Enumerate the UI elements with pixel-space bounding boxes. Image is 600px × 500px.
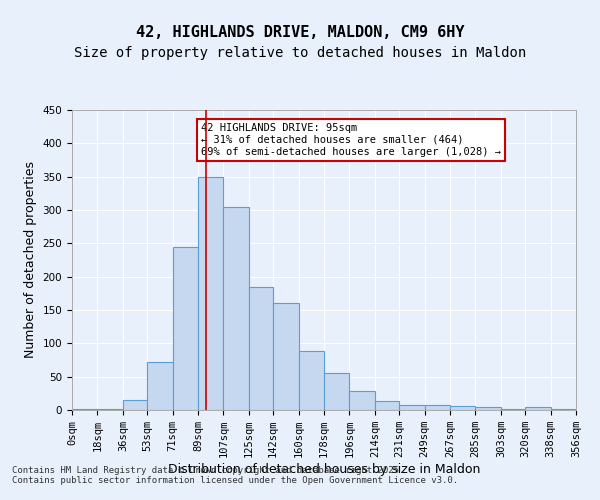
Bar bbox=[123, 400, 147, 410]
Bar bbox=[173, 246, 198, 410]
Y-axis label: Number of detached properties: Number of detached properties bbox=[24, 162, 37, 358]
Bar bbox=[97, 408, 123, 410]
Bar bbox=[223, 206, 249, 410]
Bar bbox=[147, 362, 173, 410]
Bar bbox=[324, 374, 349, 410]
Bar bbox=[249, 286, 273, 410]
Text: Size of property relative to detached houses in Maldon: Size of property relative to detached ho… bbox=[74, 46, 526, 60]
X-axis label: Distribution of detached houses by size in Maldon: Distribution of detached houses by size … bbox=[168, 463, 480, 476]
Bar bbox=[198, 176, 223, 410]
Bar bbox=[450, 406, 475, 410]
Bar bbox=[375, 400, 399, 410]
Text: 42, HIGHLANDS DRIVE, MALDON, CM9 6HY: 42, HIGHLANDS DRIVE, MALDON, CM9 6HY bbox=[136, 25, 464, 40]
Bar bbox=[399, 406, 425, 410]
Bar bbox=[299, 352, 324, 410]
Bar bbox=[525, 408, 551, 410]
Bar bbox=[475, 408, 501, 410]
Text: Contains HM Land Registry data © Crown copyright and database right 2025.
Contai: Contains HM Land Registry data © Crown c… bbox=[12, 466, 458, 485]
Bar bbox=[425, 406, 450, 410]
Text: 42 HIGHLANDS DRIVE: 95sqm
← 31% of detached houses are smaller (464)
69% of semi: 42 HIGHLANDS DRIVE: 95sqm ← 31% of detac… bbox=[201, 124, 501, 156]
Bar bbox=[273, 304, 299, 410]
Bar bbox=[349, 392, 375, 410]
